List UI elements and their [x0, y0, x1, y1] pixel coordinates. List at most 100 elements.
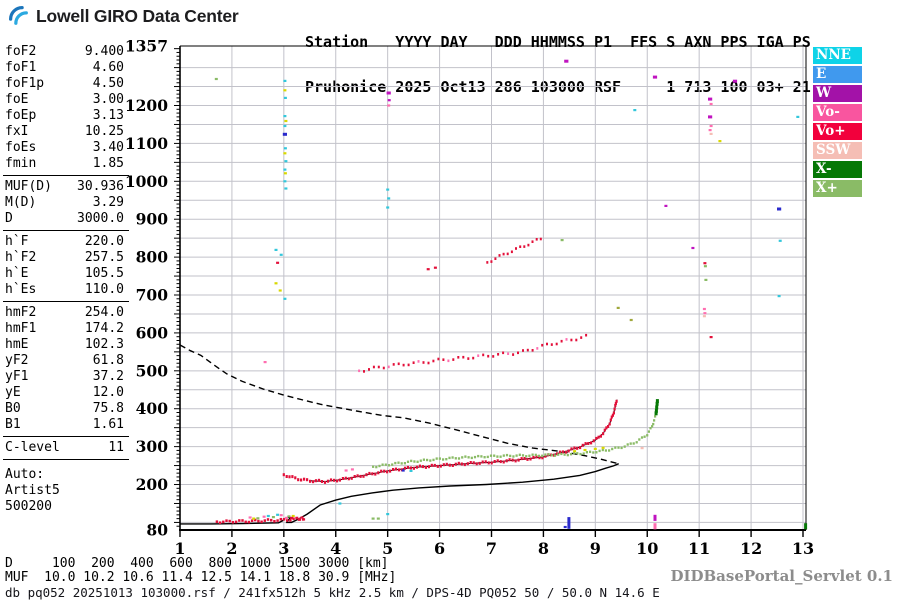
param-value: 4.60 [92, 60, 124, 75]
param-label: h`F2 [5, 250, 37, 265]
autoscaling-line: Auto: [5, 467, 45, 482]
panel-separator [3, 230, 129, 231]
param-row: yF1 37.2 [5, 369, 124, 385]
parameter-panel: foF2 9.400 foF1 4.60 foF1p 4.50 foE 3.00 foEp 3.1… [3, 44, 129, 515]
svg-text:1000: 1000 [125, 172, 168, 191]
param-label: M(D) [5, 195, 37, 210]
param-label: h`E [5, 266, 29, 281]
param-row: hmE 102.3 [5, 337, 124, 353]
panel-separator [3, 301, 129, 302]
autoscaling-block: Auto: Artist5 500200 [5, 467, 124, 515]
param-row: fmin 1.85 [5, 156, 124, 172]
legend-item-vo: Vo- [813, 104, 862, 121]
param-value: 11 [108, 440, 124, 455]
param-label: B1 [5, 417, 21, 432]
param-row: yF2 61.8 [5, 353, 124, 369]
svg-text:12: 12 [740, 539, 762, 558]
param-value: 37.2 [92, 369, 124, 384]
svg-text:11: 11 [688, 539, 710, 558]
param-row: hmF2 254.0 [5, 305, 124, 321]
param-value: 174.2 [84, 321, 124, 336]
param-value: 220.0 [84, 234, 124, 249]
param-label: MUF(D) [5, 179, 52, 194]
param-row: h`E 105.5 [5, 266, 124, 282]
param-value: 254.0 [84, 305, 124, 320]
param-value: 30.936 [77, 179, 124, 194]
param-value: 3.00 [92, 92, 124, 107]
param-value: 75.8 [92, 401, 124, 416]
param-value: 61.8 [92, 353, 124, 368]
param-row: h`Es 110.0 [5, 282, 124, 298]
param-row: B0 75.8 [5, 401, 124, 417]
param-row: M(D) 3.29 [5, 195, 124, 211]
svg-text:4: 4 [330, 539, 341, 558]
param-label: foEs [5, 140, 37, 155]
param-label: yE [5, 385, 21, 400]
param-value: 3000.0 [77, 211, 124, 226]
param-label: hmF2 [5, 305, 37, 320]
legend-item-vo: Vo+ [813, 123, 862, 140]
svg-text:10: 10 [636, 539, 658, 558]
svg-text:3: 3 [278, 539, 289, 558]
legend-item-x: X- [813, 161, 862, 178]
param-row: foF2 9.400 [5, 44, 124, 60]
giro-wave-icon [8, 5, 28, 25]
param-value: 3.13 [92, 108, 124, 123]
legend-item-ssw: SSW [813, 142, 862, 159]
panel-separator [3, 459, 129, 460]
param-label: foF1 [5, 60, 37, 75]
param-row: foF1 4.60 [5, 60, 124, 76]
param-label: foF2 [5, 44, 37, 59]
param-label: B0 [5, 401, 21, 416]
svg-text:80: 80 [146, 521, 168, 540]
svg-text:6: 6 [434, 539, 445, 558]
echo-type-legend: NNE E W Vo- Vo+ SSW X- X+ [813, 47, 862, 199]
svg-text:1: 1 [174, 539, 185, 558]
legend-item-x: X+ [813, 180, 862, 197]
param-label: foEp [5, 108, 37, 123]
param-row: MUF(D) 30.936 [5, 179, 124, 195]
param-value: 257.5 [84, 250, 124, 265]
distance-row: D 100 200 400 600 800 1000 1500 3000 [km… [5, 556, 389, 571]
param-row: fxI 10.25 [5, 124, 124, 140]
param-label: yF1 [5, 369, 29, 384]
svg-text:500: 500 [136, 361, 169, 380]
param-row: foF1p 4.50 [5, 76, 124, 92]
param-value: 3.40 [92, 140, 124, 155]
param-row: h`F 220.0 [5, 234, 124, 250]
svg-text:5: 5 [382, 539, 393, 558]
svg-text:1357: 1357 [125, 37, 168, 56]
param-row: foEs 3.40 [5, 140, 124, 156]
svg-text:700: 700 [136, 286, 169, 305]
legend-item-nne: NNE [813, 47, 862, 64]
param-label: yF2 [5, 353, 29, 368]
muf-row: MUF 10.0 10.2 10.6 11.4 12.5 14.1 18.8 3… [5, 570, 397, 585]
svg-text:1100: 1100 [125, 134, 168, 153]
panel-separator [3, 175, 129, 176]
param-label: hmE [5, 337, 29, 352]
param-label: h`Es [5, 282, 37, 297]
logo: Lowell GIRO Data Center [8, 5, 239, 28]
param-value: 9.400 [84, 44, 124, 59]
param-row: foE 3.00 [5, 92, 124, 108]
svg-text:13: 13 [792, 539, 814, 558]
svg-text:800: 800 [136, 248, 169, 267]
param-value: 1.61 [92, 417, 124, 432]
logo-text: Lowell GIRO Data Center [36, 6, 239, 26]
param-label: fmin [5, 156, 37, 171]
param-label: C-level [5, 440, 60, 455]
servlet-version-label: DIDBasePortal_Servlet 0.1 [670, 567, 893, 585]
svg-text:8: 8 [538, 539, 549, 558]
svg-text:7: 7 [486, 539, 497, 558]
param-row: B1 1.61 [5, 417, 124, 433]
param-value: 105.5 [84, 266, 124, 281]
svg-text:300: 300 [136, 437, 169, 456]
param-label: foF1p [5, 76, 45, 91]
param-value: 12.0 [92, 385, 124, 400]
param-label: h`F [5, 234, 29, 249]
legend-item-e: E [813, 66, 862, 83]
param-row: C-level 11 [5, 440, 124, 456]
param-label: fxI [5, 124, 29, 139]
svg-text:900: 900 [136, 210, 169, 229]
